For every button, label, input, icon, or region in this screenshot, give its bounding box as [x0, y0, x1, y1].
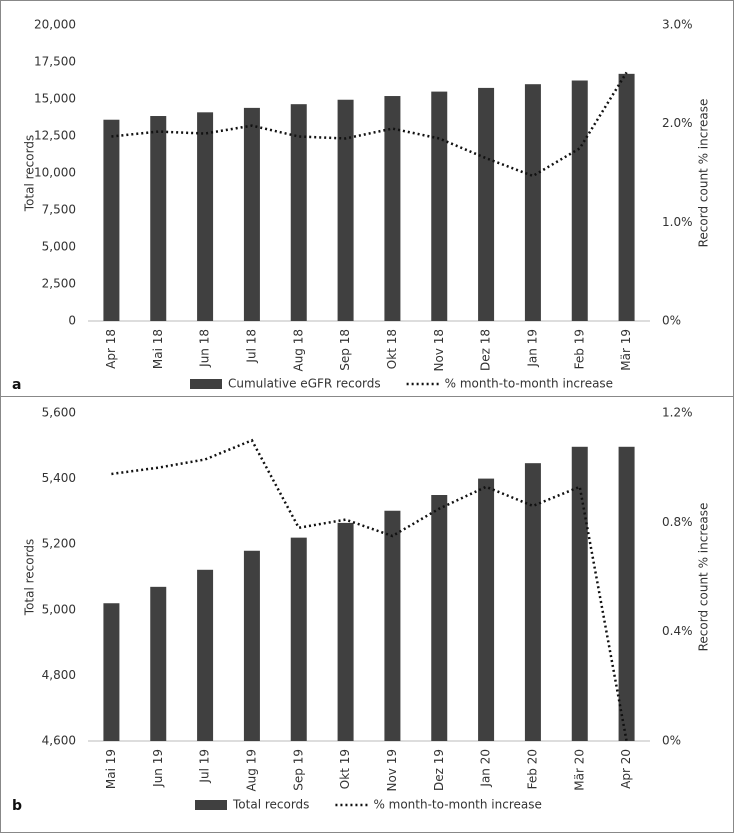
bar: [431, 91, 448, 321]
panel-label: b: [12, 798, 22, 814]
x-tick-label: Okt 18: [385, 329, 399, 369]
y-tick-label: 15,000: [34, 92, 76, 106]
x-tick-label: Aug 19: [244, 749, 258, 792]
x-tick-label: Mai 18: [151, 329, 165, 369]
x-tick-label: Jul 19: [198, 749, 212, 784]
x-tick-label: Feb 19: [572, 329, 586, 369]
x-tick-label: Aug 18: [291, 329, 305, 372]
legend-swatch: [190, 379, 222, 389]
y2-tick-label: 0%: [662, 734, 681, 748]
x-tick-label: Okt 19: [338, 749, 352, 789]
bar: [478, 87, 495, 322]
y-tick-label: 7,500: [42, 203, 76, 217]
y-tick-label: 20,000: [34, 18, 76, 32]
y-axis-title: Total records: [23, 135, 37, 212]
y-tick-label: 5,400: [42, 471, 76, 485]
y-tick-label: 12,500: [34, 129, 76, 143]
y2-tick-label: 0.4%: [662, 624, 693, 638]
y2-axis-title: Record count % increase: [697, 99, 711, 248]
x-tick-label: Mär 19: [619, 329, 633, 371]
y-tick-label: 5,600: [42, 406, 76, 420]
y2-axis-title: Record count % increase: [697, 503, 711, 652]
x-tick-label: Sep 18: [338, 329, 352, 371]
bar: [150, 116, 167, 322]
bar: [524, 84, 541, 321]
x-tick-label: Mai 19: [104, 749, 118, 789]
y2-tick-label: 0%: [662, 314, 681, 328]
y-tick-label: 4,600: [42, 734, 76, 748]
x-tick-label: Jun 18: [198, 329, 212, 368]
y-tick-label: 17,500: [34, 55, 76, 69]
legend-label: Total records: [232, 798, 309, 812]
line: [111, 71, 628, 178]
y-tick-label: 10,000: [34, 166, 76, 180]
bar: [384, 96, 401, 321]
x-tick-label: Mär 20: [572, 749, 586, 791]
x-tick-label: Jul 18: [244, 329, 258, 364]
y-tick-label: 4,800: [42, 668, 76, 682]
panel-frame: [0, 396, 734, 833]
bar: [431, 495, 448, 741]
x-tick-label: Apr 20: [619, 749, 633, 789]
y-tick-label: 0: [68, 314, 76, 328]
x-tick-label: Sep 19: [291, 749, 305, 791]
x-tick-label: Nov 18: [432, 329, 446, 372]
x-tick-label: Jan 19: [525, 329, 539, 368]
bar: [618, 73, 635, 321]
y-tick-label: 5,200: [42, 537, 76, 551]
y-tick-label: 2,500: [42, 277, 76, 291]
bar: [243, 107, 260, 321]
bar: [524, 463, 541, 741]
bar: [290, 537, 307, 741]
y2-tick-label: 1.0%: [662, 215, 693, 229]
bar: [290, 104, 307, 322]
bar: [103, 119, 120, 321]
bar: [478, 478, 495, 741]
x-tick-label: Nov 19: [385, 749, 399, 792]
y2-tick-label: 3.0%: [662, 18, 693, 32]
bar: [103, 603, 120, 741]
y-tick-label: 5,000: [42, 240, 76, 254]
y-axis-title: Total records: [23, 539, 37, 616]
legend-swatch: [195, 800, 227, 810]
y2-tick-label: 1.2%: [662, 406, 693, 420]
bar: [384, 510, 401, 741]
bar: [337, 99, 354, 322]
y2-tick-label: 0.8%: [662, 515, 693, 529]
legend-label: % month-to-month increase: [445, 377, 613, 391]
bar: [337, 522, 354, 741]
bar: [197, 112, 214, 321]
x-tick-label: Jan 20: [479, 749, 493, 788]
x-tick-label: Apr 18: [104, 329, 118, 369]
bar: [571, 80, 588, 321]
line: [111, 438, 628, 742]
x-tick-label: Feb 20: [525, 749, 539, 789]
y-tick-label: 5,000: [42, 602, 76, 616]
x-tick-label: Dez 19: [432, 749, 446, 791]
bar: [571, 446, 588, 741]
bar: [618, 446, 635, 741]
legend-label: Cumulative eGFR records: [228, 377, 381, 391]
x-tick-label: Dez 18: [479, 329, 493, 371]
bar: [150, 586, 167, 741]
x-tick-label: Jun 19: [151, 749, 165, 788]
bar: [197, 569, 214, 741]
bar: [243, 550, 260, 741]
y2-tick-label: 2.0%: [662, 116, 693, 130]
legend-label: % month-to-month increase: [373, 798, 541, 812]
panel-label: a: [12, 377, 21, 393]
